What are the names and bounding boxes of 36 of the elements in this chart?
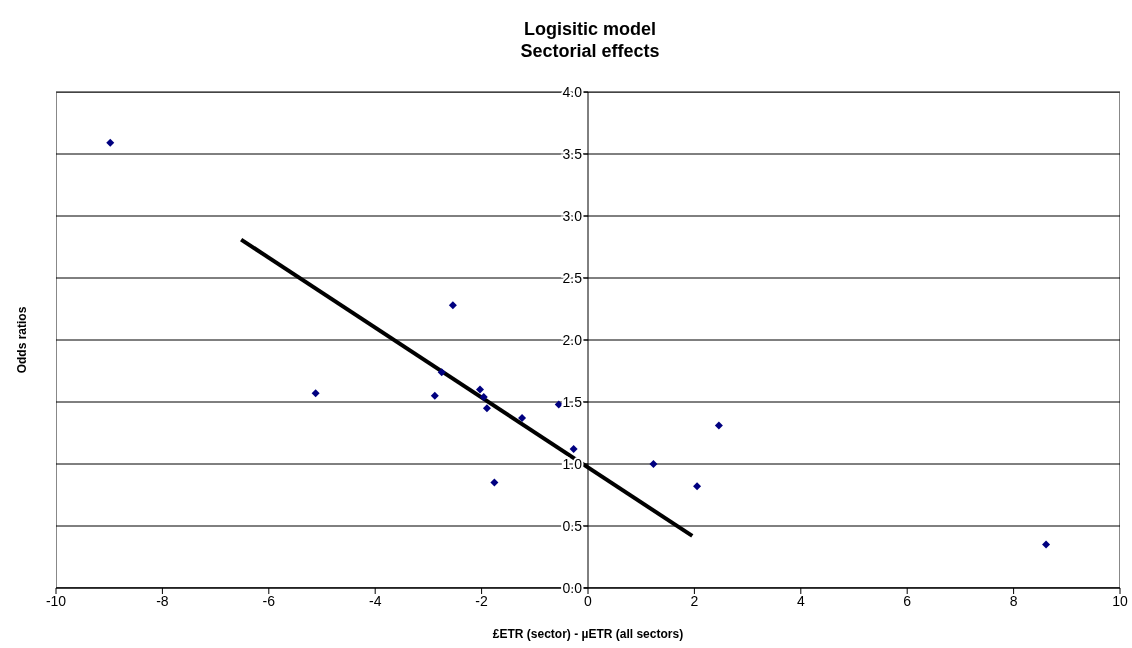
y-tick-label: 2.0 [562,332,583,348]
point [569,445,578,454]
y-tick-label: 1.0 [562,456,583,472]
point [311,389,320,398]
x-tick-label: 2 [690,592,699,609]
x-axis-title: £ETR (sector) - µETR (all sectors) [492,627,684,641]
x-tick-label: 4 [796,592,805,609]
point [693,482,702,491]
x-tick-label: 6 [903,592,912,609]
x-tick-label: -4 [368,592,382,609]
point [714,421,723,430]
x-tick-label: -8 [156,592,169,609]
point [490,478,499,487]
y-tick-label: 3.0 [562,208,583,224]
point [476,385,484,394]
point [437,368,446,377]
x-tick-label: -2 [475,592,489,609]
x-tick-label: 8 [1009,592,1018,609]
point [430,391,439,400]
x-tick-label: 10 [1112,592,1128,609]
point [1042,540,1051,549]
point [482,404,491,413]
point [479,393,488,402]
x-tick-label: -6 [262,592,276,609]
x-tick-label: -10 [45,592,67,609]
point [448,301,457,310]
point [518,414,527,423]
y-axis-title: Odds ratios [15,306,30,374]
y-tick-label: 2.5 [562,270,583,286]
y-tick-label: 1.5 [562,394,583,410]
chart-title: Logisitic model Sectorial effects [519,18,661,62]
point [649,460,658,468]
x-tick-label: 0 [584,592,593,609]
point [106,138,115,147]
y-tick-label: 3.5 [562,146,583,162]
y-tick-label: 0.5 [562,518,583,534]
